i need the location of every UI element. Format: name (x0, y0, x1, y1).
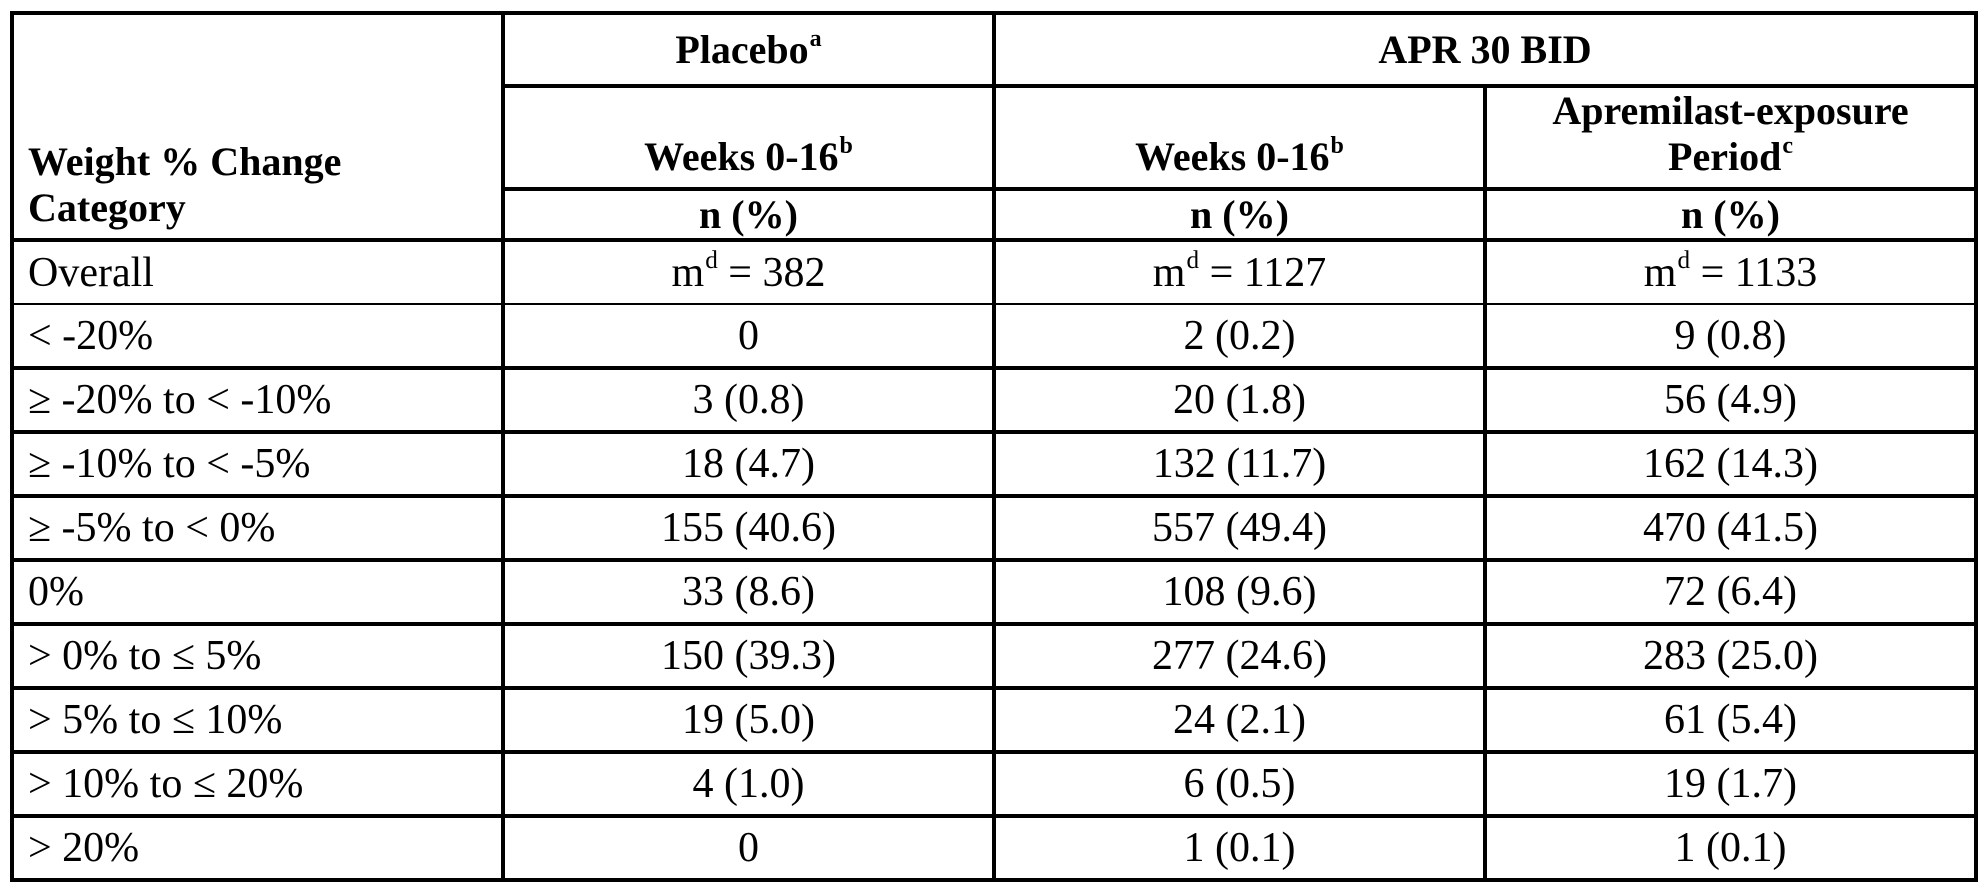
apr-exposure-value-cell: 162 (14.3) (1483, 430, 1978, 498)
apr-exposure-value-cell: 470 (41.5) (1483, 494, 1978, 562)
table-row: > 5% to ≤ 10% 19 (5.0) 24 (2.1) 61 (5.4) (10, 686, 1978, 754)
placebo-value-cell: 3 (0.8) (501, 366, 996, 434)
apr-weeks-label: Weeks 0-16 (1135, 134, 1330, 179)
apr-weeks-header: Weeks 0-16b (992, 84, 1487, 191)
category-cell: ≥ -20% to < -10% (10, 366, 505, 434)
apr-exposure-value-cell: md = 1133 (1483, 238, 1978, 305)
placebo-value-cell: 150 (39.3) (501, 622, 996, 690)
apr-weeks-value-cell: 2 (0.2) (992, 303, 1487, 370)
footnote-marker-d: d (1186, 246, 1200, 274)
apr-weeks-value-cell: 277 (24.6) (992, 622, 1487, 690)
apr-exposure-header: Apremilast-exposure Periodc (1483, 84, 1978, 191)
apr-weeks-value-cell: md = 1127 (992, 238, 1487, 305)
apr-weeks-value-cell: 557 (49.4) (992, 494, 1487, 562)
placebo-value-cell: md = 382 (501, 238, 996, 305)
category-cell: > 0% to ≤ 5% (10, 622, 505, 690)
table-row: < -20% 0 2 (0.2) 9 (0.8) (10, 303, 1978, 370)
placebo-value-cell: 0 (501, 814, 996, 882)
apr-exposure-value-cell: 72 (6.4) (1483, 558, 1978, 626)
apr-exposure-label-line1: Apremilast-exposure (1552, 88, 1909, 133)
apr-exposure-unit-header: n (%) (1483, 187, 1978, 242)
apr-exposure-value-cell: 61 (5.4) (1483, 686, 1978, 754)
placebo-group-label: Placebo (675, 27, 809, 72)
apr-exposure-value-cell: 283 (25.0) (1483, 622, 1978, 690)
category-cell: > 20% (10, 814, 505, 882)
apr-weeks-unit-header: n (%) (992, 187, 1487, 242)
placebo-value-cell: 33 (8.6) (501, 558, 996, 626)
category-cell: < -20% (10, 303, 505, 370)
table-row: ≥ -20% to < -10% 3 (0.8) 20 (1.8) 56 (4.… (10, 366, 1978, 434)
table-row: ≥ -10% to < -5% 18 (4.7) 132 (11.7) 162 … (10, 430, 1978, 498)
placebo-unit-header: n (%) (501, 187, 996, 242)
footnote-marker-a: a (809, 26, 822, 53)
category-cell: ≥ -5% to < 0% (10, 494, 505, 562)
apr-weeks-value-cell: 108 (9.6) (992, 558, 1487, 626)
apr-weeks-value-cell: 24 (2.1) (992, 686, 1487, 754)
category-cell: 0% (10, 558, 505, 626)
table-row: > 0% to ≤ 5% 150 (39.3) 277 (24.6) 283 (… (10, 622, 1978, 690)
placebo-weeks-label: Weeks 0-16 (644, 134, 839, 179)
category-cell: ≥ -10% to < -5% (10, 430, 505, 498)
apr-exposure-value-cell: 1 (0.1) (1483, 814, 1978, 882)
placebo-group-header: Placeboa (501, 11, 996, 88)
placebo-value-cell: 0 (501, 303, 996, 370)
placebo-value-cell: 19 (5.0) (501, 686, 996, 754)
apr-exposure-value-cell: 19 (1.7) (1483, 750, 1978, 818)
category-cell: > 5% to ≤ 10% (10, 686, 505, 754)
corner-header-line2: Category (28, 185, 186, 230)
sub-header-row: Weeks 0-16b Weeks 0-16b Apremilast-expos… (12, 84, 1978, 191)
footnote-marker-b: b (839, 133, 853, 160)
footnote-marker-d: d (705, 246, 718, 274)
placebo-value-cell: 4 (1.0) (501, 750, 996, 818)
apr-exposure-value-cell: 56 (4.9) (1483, 366, 1978, 434)
placebo-value-cell: 18 (4.7) (501, 430, 996, 498)
apr-group-label: APR 30 BID (1378, 27, 1592, 72)
footnote-marker-b: b (1330, 133, 1344, 160)
overall-row: Overall md = 382 md = 1127 md = 1133 (10, 238, 1978, 305)
footnote-marker-d: d (1677, 246, 1691, 274)
table-row: 0% 33 (8.6) 108 (9.6) 72 (6.4) (10, 558, 1978, 626)
apr-exposure-label-line2: Periodc (1668, 133, 1793, 179)
apr-weeks-value-cell: 1 (0.1) (992, 814, 1487, 882)
table-row: ≥ -5% to < 0% 155 (40.6) 557 (49.4) 470 … (10, 494, 1978, 562)
apr-weeks-value-cell: 132 (11.7) (992, 430, 1487, 498)
apr-weeks-value-cell: 20 (1.8) (992, 366, 1487, 434)
unit-header-row: n (%) n (%) n (%) (12, 187, 1978, 242)
placebo-weeks-header: Weeks 0-16b (501, 84, 996, 191)
placebo-value-cell: 155 (40.6) (501, 494, 996, 562)
apr-exposure-value-cell: 9 (0.8) (1483, 303, 1978, 370)
table-row: > 20% 0 1 (0.1) 1 (0.1) (10, 814, 1978, 882)
group-header-row: Weight % Change Category Placeboa APR 30… (10, 11, 1978, 242)
corner-header-line1: Weight % Change (28, 139, 342, 184)
apr-group-header: APR 30 BID (992, 11, 1978, 88)
weight-change-table: Weight % Change Category Placeboa APR 30… (10, 11, 1978, 882)
apr-weeks-value-cell: 6 (0.5) (992, 750, 1487, 818)
table-row: > 10% to ≤ 20% 4 (1.0) 6 (0.5) 19 (1.7) (10, 750, 1978, 818)
category-cell: > 10% to ≤ 20% (10, 750, 505, 818)
footnote-marker-c: c (1782, 133, 1793, 160)
category-cell: Overall (10, 238, 505, 305)
corner-header-cell: Weight % Change Category (10, 11, 505, 242)
